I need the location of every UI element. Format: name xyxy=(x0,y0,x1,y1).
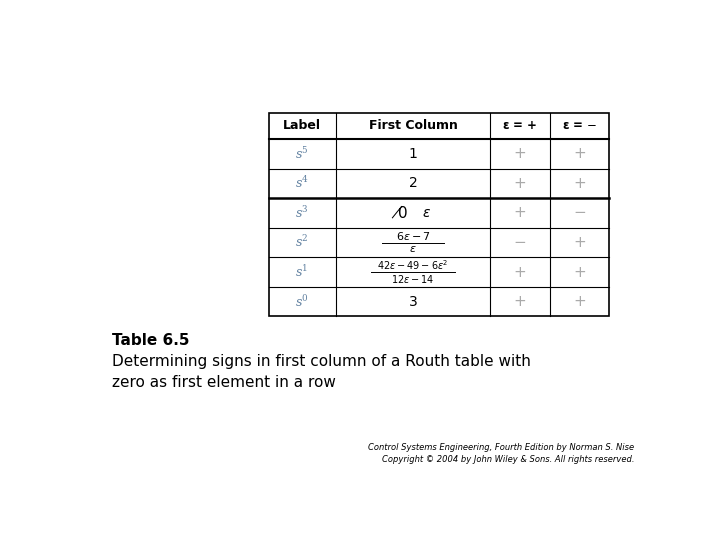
Text: $42\varepsilon - 49 - 6\varepsilon^2$: $42\varepsilon - 49 - 6\varepsilon^2$ xyxy=(377,259,449,273)
Text: +: + xyxy=(513,176,526,191)
Text: +: + xyxy=(573,176,585,191)
Text: $s^3$: $s^3$ xyxy=(295,205,309,221)
Text: $s^2$: $s^2$ xyxy=(295,234,309,251)
Bar xyxy=(269,113,609,316)
Text: $12\varepsilon - 14$: $12\varepsilon - 14$ xyxy=(391,273,435,285)
Text: +: + xyxy=(573,146,585,161)
Text: 2: 2 xyxy=(408,177,418,191)
Text: 1: 1 xyxy=(408,147,418,161)
Text: 3: 3 xyxy=(408,295,418,308)
Text: +: + xyxy=(513,265,526,280)
Text: +: + xyxy=(513,146,526,161)
Text: +: + xyxy=(573,265,585,280)
Text: zero as first element in a row: zero as first element in a row xyxy=(112,375,336,389)
Text: Label: Label xyxy=(283,119,321,132)
Text: $\mathbf{\epsilon}$ = +: $\mathbf{\epsilon}$ = + xyxy=(503,119,538,132)
Text: $s^5$: $s^5$ xyxy=(295,146,309,162)
Text: $\varepsilon$: $\varepsilon$ xyxy=(409,244,417,254)
Text: Determining signs in first column of a Routh table with: Determining signs in first column of a R… xyxy=(112,354,531,369)
Text: $\varepsilon$: $\varepsilon$ xyxy=(423,206,431,220)
Text: +: + xyxy=(573,235,585,250)
Text: First Column: First Column xyxy=(369,119,457,132)
Text: $6\varepsilon - 7$: $6\varepsilon - 7$ xyxy=(395,230,431,242)
Text: +: + xyxy=(513,205,526,220)
Text: Table 6.5: Table 6.5 xyxy=(112,333,190,348)
Text: +: + xyxy=(573,294,585,309)
Text: +: + xyxy=(513,294,526,309)
Text: $\not\!\!0$: $\not\!\!0$ xyxy=(390,205,408,221)
Text: $\mathbf{\epsilon}$ = $-$: $\mathbf{\epsilon}$ = $-$ xyxy=(562,119,597,132)
Text: $s^1$: $s^1$ xyxy=(295,264,309,280)
Text: $s^0$: $s^0$ xyxy=(295,294,309,309)
Text: $s^4$: $s^4$ xyxy=(295,176,309,191)
Text: Control Systems Engineering, Fourth Edition by Norman S. Nise
Copyright © 2004 b: Control Systems Engineering, Fourth Edit… xyxy=(368,443,634,464)
Text: −: − xyxy=(573,205,585,220)
Text: −: − xyxy=(513,235,526,250)
